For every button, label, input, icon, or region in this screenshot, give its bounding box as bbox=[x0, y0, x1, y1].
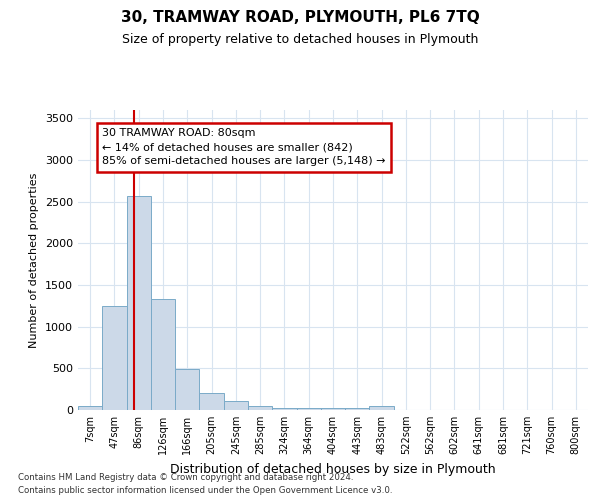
Text: 30 TRAMWAY ROAD: 80sqm
← 14% of detached houses are smaller (842)
85% of semi-de: 30 TRAMWAY ROAD: 80sqm ← 14% of detached… bbox=[102, 128, 386, 166]
Bar bbox=[199, 394, 224, 410]
Bar bbox=[296, 408, 321, 410]
Text: 30, TRAMWAY ROAD, PLYMOUTH, PL6 7TQ: 30, TRAMWAY ROAD, PLYMOUTH, PL6 7TQ bbox=[121, 10, 479, 25]
Bar bbox=[272, 408, 296, 410]
Bar bbox=[151, 299, 175, 410]
Bar bbox=[321, 408, 345, 410]
Bar bbox=[370, 406, 394, 410]
Bar bbox=[102, 306, 127, 410]
Text: Contains public sector information licensed under the Open Government Licence v3: Contains public sector information licen… bbox=[18, 486, 392, 495]
Bar bbox=[345, 408, 370, 410]
Bar bbox=[78, 406, 102, 410]
Text: Contains HM Land Registry data © Crown copyright and database right 2024.: Contains HM Land Registry data © Crown c… bbox=[18, 474, 353, 482]
X-axis label: Distribution of detached houses by size in Plymouth: Distribution of detached houses by size … bbox=[170, 462, 496, 475]
Y-axis label: Number of detached properties: Number of detached properties bbox=[29, 172, 40, 348]
Text: Size of property relative to detached houses in Plymouth: Size of property relative to detached ho… bbox=[122, 32, 478, 46]
Bar bbox=[127, 196, 151, 410]
Bar bbox=[175, 369, 199, 410]
Bar bbox=[224, 401, 248, 410]
Bar bbox=[248, 406, 272, 410]
